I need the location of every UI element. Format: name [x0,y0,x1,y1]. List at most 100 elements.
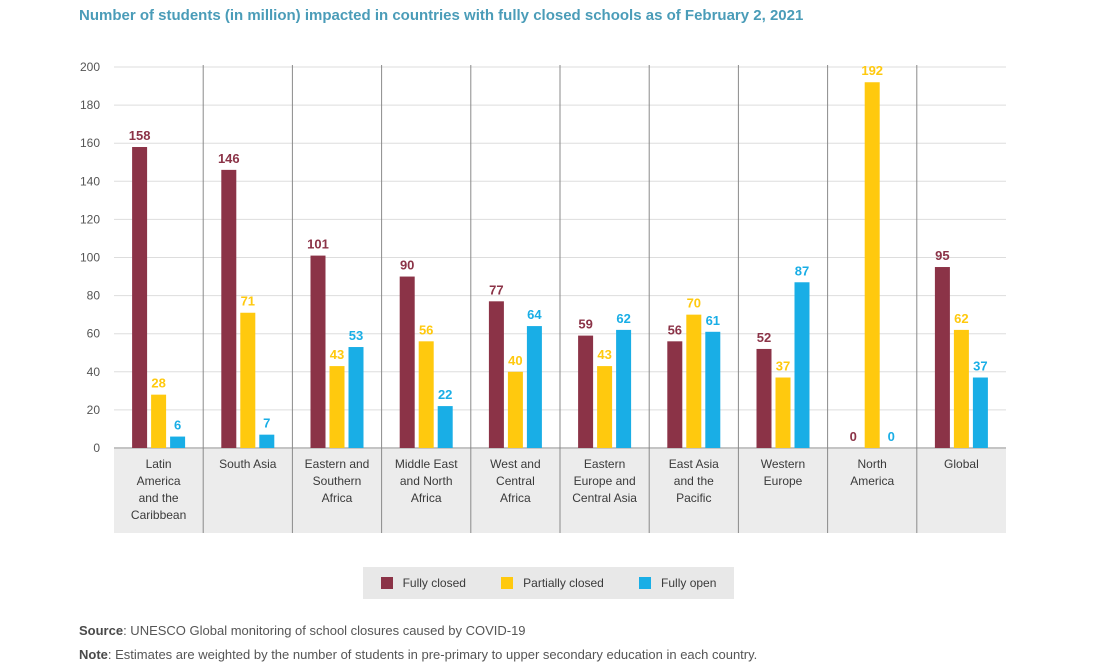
category-label: Central [496,474,535,488]
bar-partially-closed [775,377,791,448]
data-label-fully-closed: 158 [129,128,151,143]
legend-item-fully-open: Fully open [639,576,716,590]
data-label-fully-open: 62 [616,311,630,326]
data-label-partially-closed: 71 [241,294,255,309]
bar-fully-closed [934,267,950,448]
data-label-fully-open: 7 [263,416,270,431]
data-label-fully-closed: 56 [668,322,682,337]
category-label: and the [139,491,179,505]
data-label-fully-open: 53 [349,328,363,343]
category-label: Africa [411,491,442,505]
bar-partially-closed [597,366,613,448]
bar-fully-open [794,282,810,448]
data-label-fully-open: 61 [706,313,720,328]
y-tick-label: 80 [87,289,101,303]
data-label-fully-closed: 0 [850,429,857,444]
category-label: Pacific [676,491,711,505]
data-label-fully-open: 6 [174,418,181,433]
y-tick-label: 200 [80,60,100,74]
bar-partially-closed [329,366,345,448]
data-label-fully-closed: 90 [400,258,414,273]
data-label-fully-closed: 59 [578,317,592,332]
category-label: Africa [322,491,353,505]
category-label: Caribbean [131,508,186,522]
y-tick-label: 160 [80,136,100,150]
legend-label-fully-open: Fully open [661,576,717,590]
bar-fully-open [259,434,275,448]
y-tick-label: 100 [80,251,100,265]
bar-fully-closed [221,169,237,448]
bar-fully-closed [310,255,326,448]
data-label-partially-closed: 192 [861,63,883,78]
bar-partially-closed [507,371,523,448]
category-label: West and [490,457,540,471]
category-label: Southern [313,474,362,488]
data-label-partially-closed: 40 [508,353,522,368]
category-label: North [858,457,887,471]
bar-fully-closed [488,301,504,448]
data-label-fully-open: 22 [438,387,452,402]
chart-title: Number of students (in million) impacted… [79,7,804,24]
category-label: Europe and [574,474,636,488]
category-label: Latin [146,457,172,471]
source-note: Source: UNESCO Global monitoring of scho… [79,623,526,638]
bar-fully-open [348,347,364,448]
y-tick-label: 0 [93,441,100,455]
category-label: America [137,474,181,488]
data-label-partially-closed: 37 [776,359,790,374]
category-label: and North [400,474,453,488]
category-label: Eastern [584,457,625,471]
bar-fully-open [437,406,453,448]
bar-fully-open [526,326,542,448]
data-label-partially-closed: 43 [330,347,344,362]
category-label: East Asia [669,457,719,471]
bar-fully-closed [578,335,594,448]
data-label-fully-closed: 101 [307,237,329,252]
legend-swatch-partially-closed [501,577,514,589]
data-label-fully-closed: 52 [757,330,771,345]
source-label: Source [79,623,124,638]
bar-partially-closed [686,314,702,448]
y-tick-label: 20 [87,403,101,417]
data-label-fully-closed: 77 [489,282,503,297]
data-label-fully-closed: 146 [218,151,240,166]
bar-fully-closed [132,147,148,448]
category-label: Global [944,457,979,471]
legend-item-partially-closed: Partially closed [501,576,604,590]
data-label-partially-closed: 56 [419,322,433,337]
bar-partially-closed [240,312,256,448]
bar-partially-closed [418,341,434,448]
category-label: Western [761,457,805,471]
data-label-fully-open: 64 [527,307,542,322]
source-text: : UNESCO Global monitoring of school clo… [123,623,526,638]
legend-swatch-fully-closed [380,577,393,589]
category-label: and the [674,474,714,488]
bar-fully-closed [667,341,683,448]
y-tick-label: 140 [80,174,100,188]
bar-partially-closed [953,329,969,448]
category-label: Eastern and [305,457,370,471]
y-tick-label: 40 [87,365,101,379]
legend-item-fully-closed: Fully closed [380,576,466,590]
legend-label-fully-closed: Fully closed [402,576,466,590]
category-label: Middle East [395,457,458,471]
data-label-partially-closed: 70 [687,296,701,311]
bar-partially-closed [864,82,880,449]
data-label-fully-closed: 95 [935,248,949,263]
bar-fully-open [616,329,632,448]
data-label-partially-closed: 28 [151,376,165,391]
bar-fully-closed [756,348,772,448]
legend-swatch-fully-open [639,577,652,589]
bar-fully-open [972,377,988,448]
estimate-note: Note: Estimates are weighted by the numb… [79,647,757,662]
bar-fully-open [170,436,186,448]
bar-partially-closed [151,394,167,448]
note-label: Note [79,647,108,662]
legend: Fully closed Partially closed Fully open [363,567,734,599]
legend-label-partially-closed: Partially closed [523,576,604,590]
data-label-partially-closed: 62 [954,311,968,326]
category-label: Africa [500,491,531,505]
bar-chart: 0204060801001201401601802001581461019077… [80,60,1006,533]
y-tick-label: 180 [80,98,100,112]
data-label-fully-open: 37 [973,359,987,374]
